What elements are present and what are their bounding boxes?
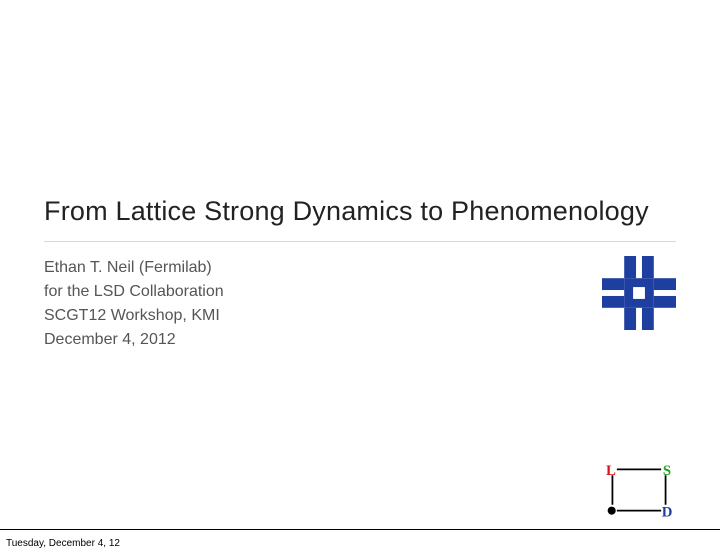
date-line: December 4, 2012: [44, 328, 224, 352]
title-block: From Lattice Strong Dynamics to Phenomen…: [44, 196, 676, 242]
lsd-letter-d: D: [662, 505, 673, 521]
footer-date: Tuesday, December 4, 12: [6, 538, 120, 549]
lsd-letter-s: S: [663, 463, 671, 479]
fermilab-logo: [602, 256, 676, 330]
meta-block: Ethan T. Neil (Fermilab) for the LSD Col…: [44, 256, 224, 352]
event-line: SCGT12 Workshop, KMI: [44, 304, 224, 328]
page-title: From Lattice Strong Dynamics to Phenomen…: [44, 196, 676, 242]
slide: From Lattice Strong Dynamics to Phenomen…: [0, 0, 720, 555]
affiliation-line: for the LSD Collaboration: [44, 280, 224, 304]
author-line: Ethan T. Neil (Fermilab): [44, 256, 224, 280]
lsd-letter-l: L: [606, 463, 616, 479]
footer: Tuesday, December 4, 12: [0, 529, 720, 555]
lsd-logo: L S D: [602, 459, 676, 521]
